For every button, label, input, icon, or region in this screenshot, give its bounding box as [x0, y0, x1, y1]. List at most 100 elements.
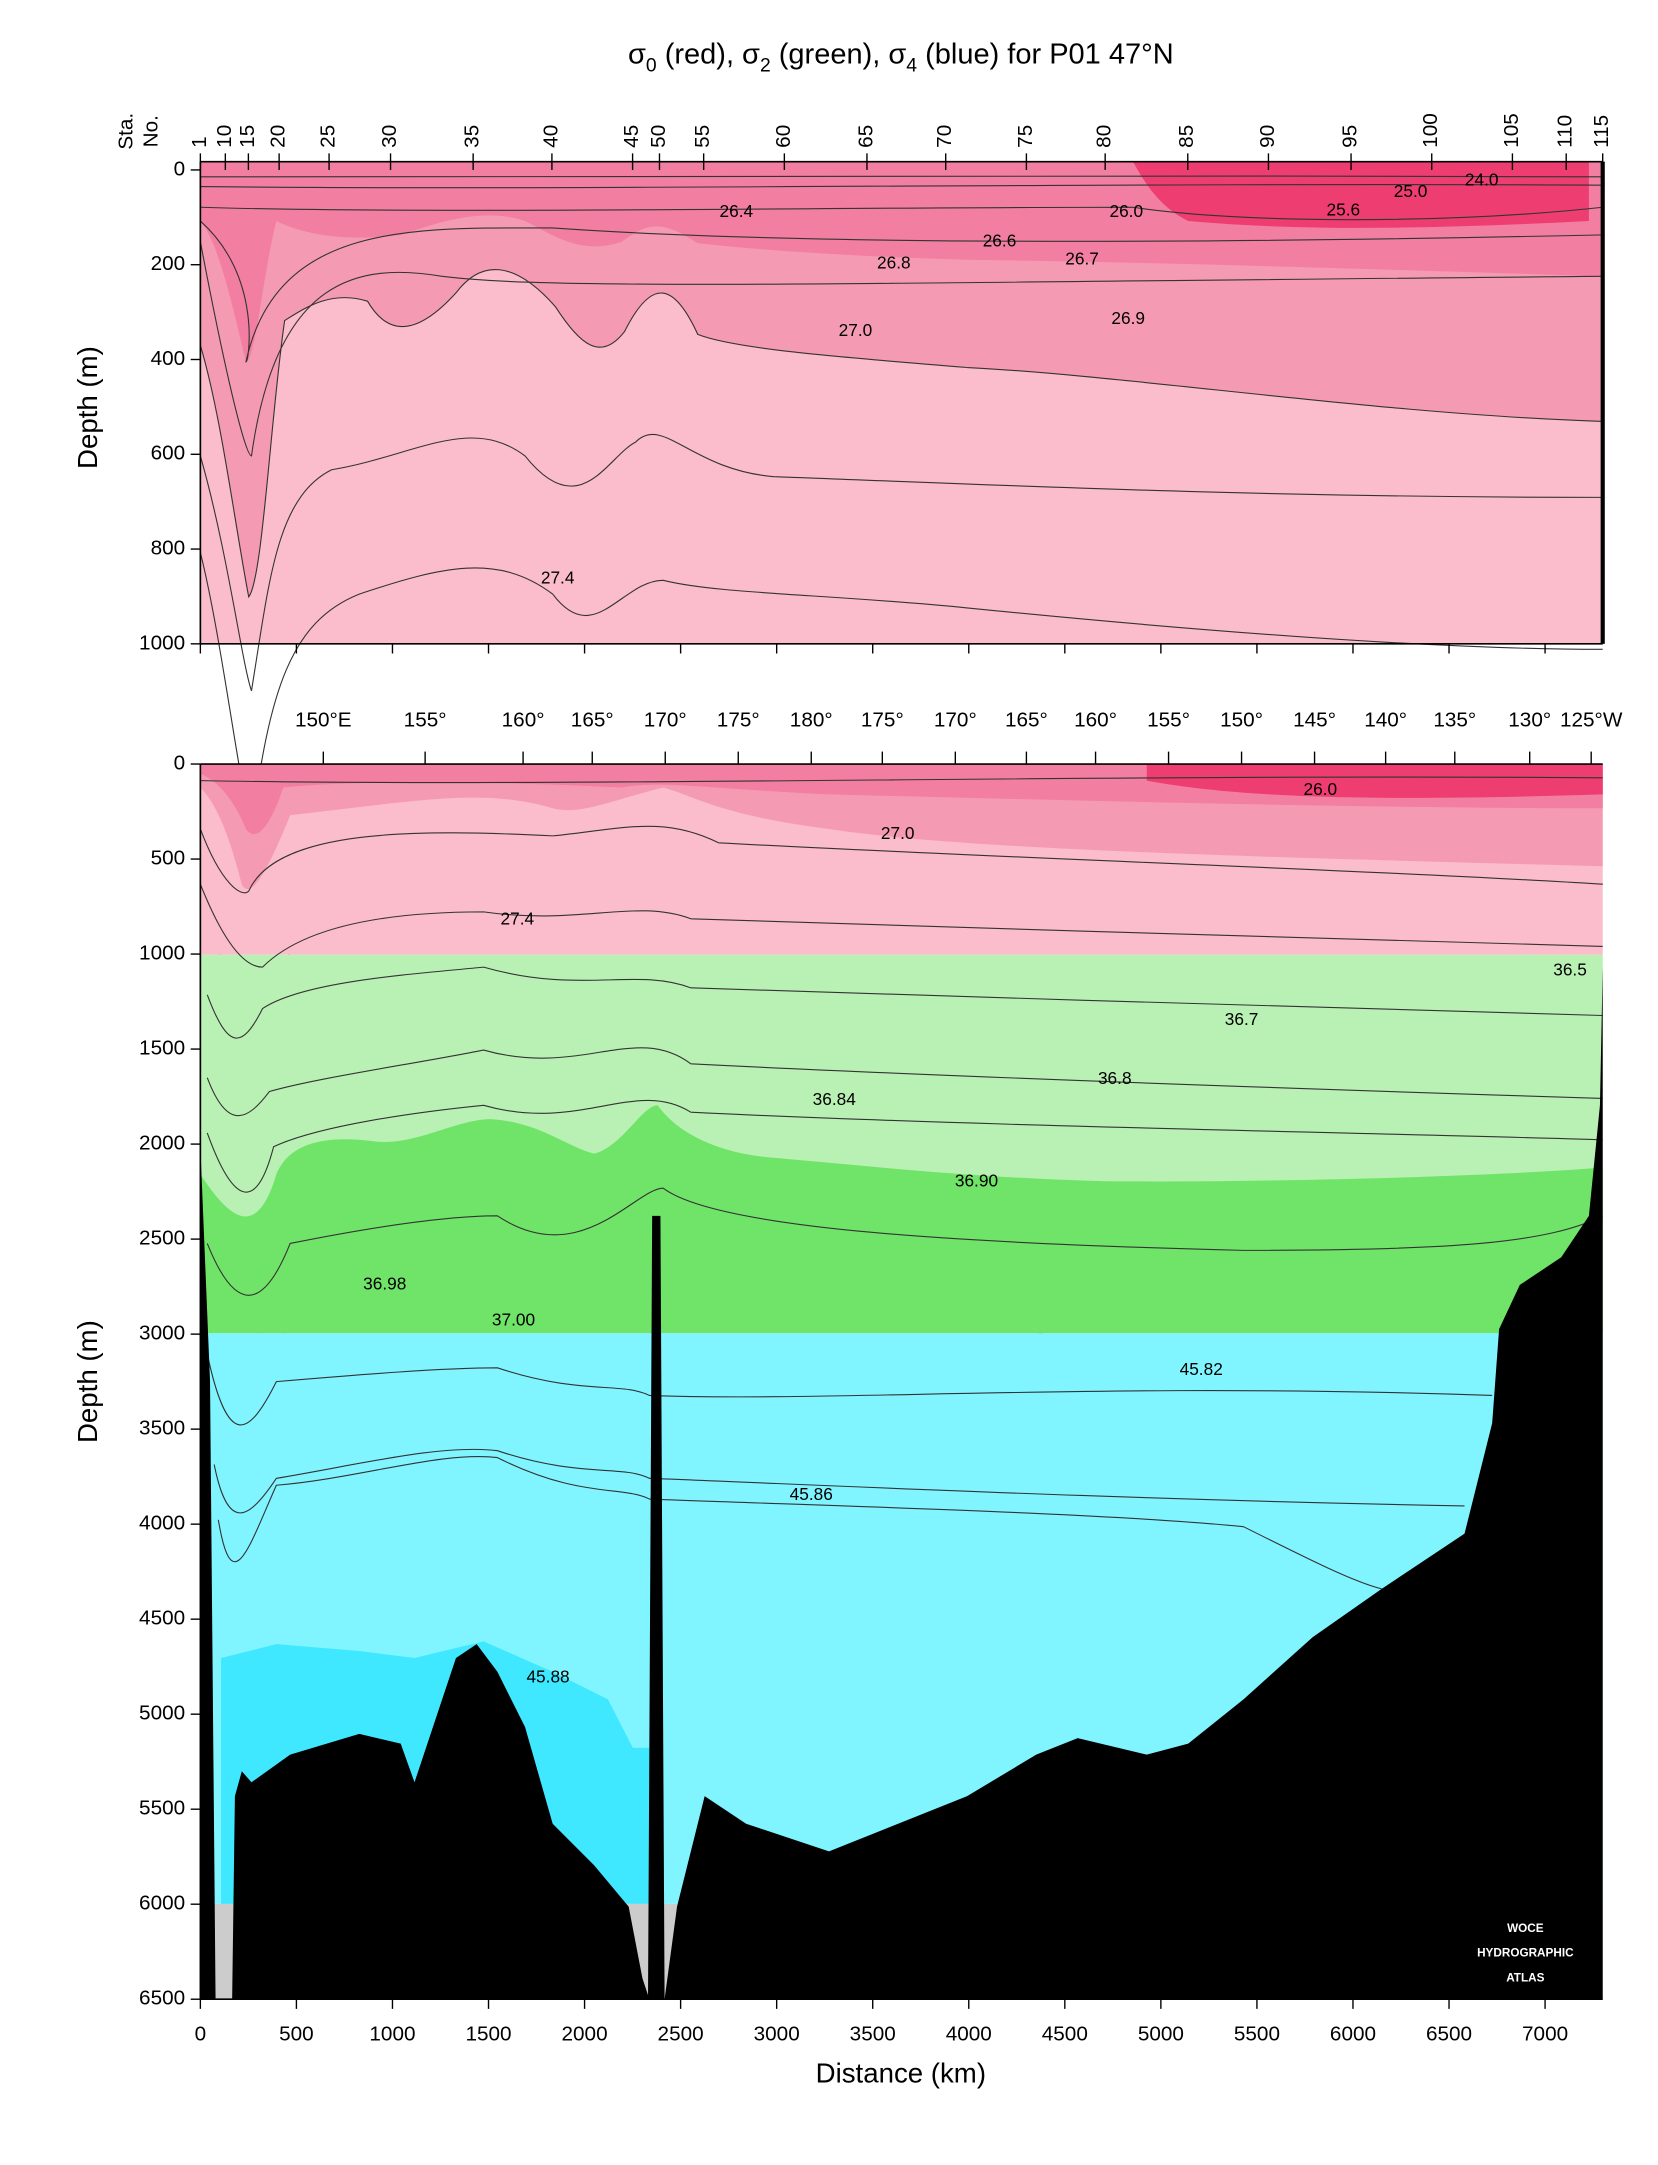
station-label: 55 [691, 125, 714, 148]
title-part: σ [742, 38, 760, 70]
x-axis-label: Distance (km) [816, 2057, 986, 2088]
x-tick-label: 1000 [369, 2023, 415, 2046]
seafloor-east [664, 967, 1603, 2000]
longitude-label: 170° [644, 709, 687, 732]
y-tick-label: 600 [151, 442, 186, 465]
x-tick-label: 1500 [465, 2023, 511, 2046]
contour-line [206, 1099, 1603, 1193]
longitude-label: 130° [1508, 709, 1551, 732]
y-tick-label: 6500 [139, 1987, 185, 2010]
contour-line [206, 966, 1603, 1039]
longitude-label: 150° [1220, 709, 1263, 732]
title-sub: 0 [646, 54, 657, 76]
longitude-label: 150°E [295, 709, 352, 732]
station-axis-label: Sta. [115, 113, 138, 150]
contour-label: 37.00 [492, 1309, 535, 1329]
contour-label: 26.8 [877, 252, 911, 272]
y-tick-label: 3000 [139, 1322, 185, 1345]
contour-line [199, 220, 1603, 363]
x-tick-label: 3500 [850, 2023, 896, 2046]
contour-line [199, 269, 1603, 599]
station-label: 85 [1175, 125, 1198, 148]
station-label: 40 [539, 125, 562, 148]
station-label: 75 [1014, 125, 1037, 148]
station-label: 95 [1339, 125, 1362, 148]
title-part: σ [628, 38, 646, 70]
contour-line [217, 1455, 1382, 1590]
top-panel-fills [200, 161, 1603, 644]
contour-line [213, 1448, 1465, 1514]
y-tick-label: 4000 [139, 1512, 185, 1535]
station-label: 115 [1590, 115, 1613, 148]
contour-label: 45.86 [790, 1484, 833, 1504]
contour-label: 27.0 [839, 320, 873, 340]
y-tick-label: 0 [174, 157, 186, 180]
longitude-label: 145° [1293, 709, 1336, 732]
longitude-label: 160° [1074, 709, 1117, 732]
x-tick-label: 2500 [658, 2023, 704, 2046]
station-label: 65 [854, 125, 877, 148]
contour-label: 36.90 [955, 1171, 998, 1191]
y-tick-label: 2500 [139, 1227, 185, 1250]
station-label: 80 [1093, 125, 1116, 148]
contour-label: 36.98 [363, 1273, 406, 1293]
contour-label: 26.7 [1065, 249, 1099, 269]
longitude-label: 140° [1364, 709, 1407, 732]
x-tick-label: 500 [279, 2023, 314, 2046]
contour-label: 26.4 [720, 201, 754, 221]
x-tick-label: 5500 [1234, 2023, 1280, 2046]
y-tick-label: 0 [174, 752, 186, 775]
watermark: WOCE [1507, 1922, 1544, 1935]
contour-label: 27.4 [501, 908, 535, 928]
y-tick-label: 200 [151, 252, 186, 275]
longitude-label: 170° [934, 709, 977, 732]
y-tick-label: 3500 [139, 1417, 185, 1440]
longitude-label: 175° [861, 709, 904, 732]
chart-title: σ0 (red), σ2 (green), σ4 (blue) for P01 … [628, 38, 1174, 76]
contour-label: 45.82 [1180, 1359, 1223, 1379]
longitude-label: 155° [404, 709, 447, 732]
contour-label: 26.0 [1109, 201, 1143, 221]
contour-label: 45.88 [526, 1667, 569, 1687]
contour-label: 36.5 [1553, 960, 1587, 980]
y-tick-label: 400 [151, 347, 186, 370]
x-tick-label: 6500 [1426, 2023, 1472, 2046]
contour-label: 36.84 [813, 1089, 857, 1109]
x-tick-label: 5000 [1138, 2023, 1184, 2046]
y-tick-label: 5000 [139, 1702, 185, 1725]
seamount [648, 1215, 665, 2000]
contour-line [206, 1047, 1603, 1116]
x-tick-label: 3000 [754, 2023, 800, 2046]
station-label: 90 [1256, 125, 1279, 148]
station-label: 105 [1500, 113, 1523, 148]
contour-line [199, 884, 1603, 968]
y-tick-label: 6000 [139, 1892, 185, 1915]
watermark: HYDROGRAPHIC [1477, 1947, 1574, 1960]
longitude-label: 180° [790, 709, 833, 732]
y-axis-label: Depth (m) [72, 1320, 103, 1443]
contour-line [199, 433, 1603, 691]
seafloor-west-wall [200, 1146, 216, 2000]
contour-label: 26.9 [1111, 308, 1145, 328]
contour-line [199, 825, 1603, 894]
contour-line [200, 776, 1603, 784]
fill-sigma2-dark [200, 1105, 1603, 1334]
fill-sigma0-darkest [1146, 764, 1603, 798]
contour-line [199, 241, 1603, 457]
seafloor [232, 1644, 650, 2000]
station-label: 45 [620, 125, 643, 148]
contour-label: 27.4 [541, 567, 575, 587]
title-sub: 4 [906, 54, 917, 76]
station-label: 25 [317, 125, 340, 148]
contour-label: 25.6 [1327, 200, 1361, 220]
watermark: ATLAS [1506, 1972, 1544, 1985]
x-tick-label: 0 [195, 2023, 207, 2046]
station-label: 20 [267, 125, 290, 148]
x-tick-label: 6000 [1330, 2023, 1376, 2046]
x-tick-label: 7000 [1522, 2023, 1568, 2046]
contour-label: 27.0 [881, 823, 915, 843]
station-label: 1 [188, 136, 211, 148]
longitude-label: 175° [717, 709, 760, 732]
title-part: σ [888, 38, 906, 70]
